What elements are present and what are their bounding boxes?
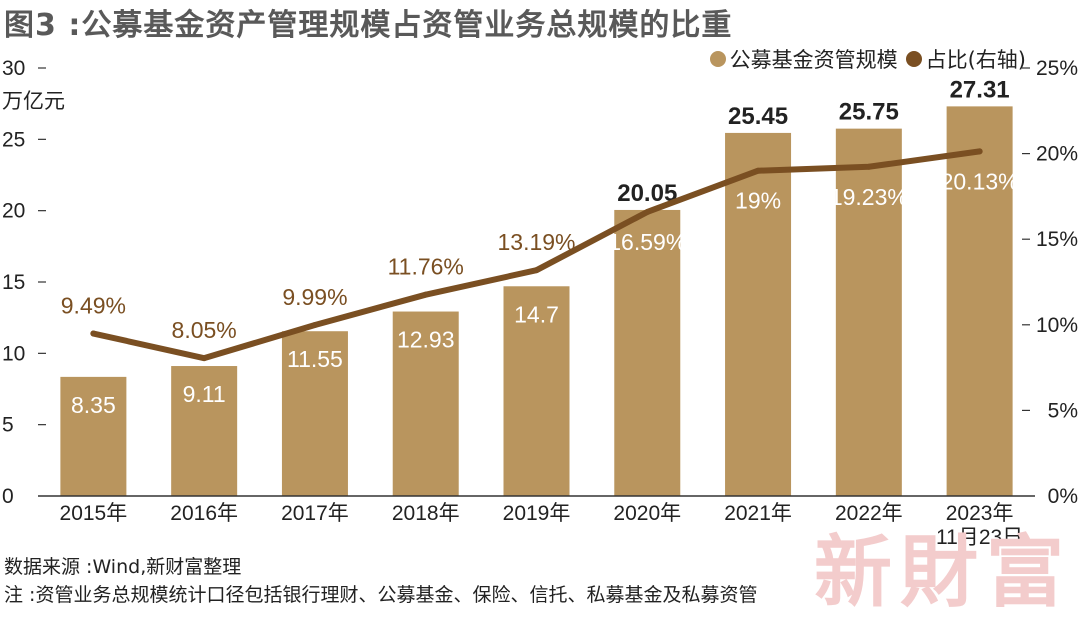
- x-tick-label: 2020年: [613, 502, 681, 525]
- bar: [614, 209, 681, 496]
- x-tick-label: 2016年: [170, 502, 238, 525]
- line-point: [976, 148, 983, 155]
- x-tick-label: 2023年: [946, 502, 1014, 525]
- line-point: [533, 267, 540, 274]
- y2-tick-label: 10%: [1036, 314, 1078, 337]
- footnote: 注 :资管业务总规模统计口径包括银行理财、公募基金、保险、信托、私募基金及私募资…: [4, 584, 758, 606]
- line-value-label: 16.59%: [608, 229, 686, 255]
- line-point: [644, 208, 651, 215]
- line-value-label: 20.13%: [941, 168, 1019, 194]
- bar-value-label: 25.75: [839, 99, 899, 126]
- legend: 公募基金资管规模 占比(右轴): [702, 44, 1026, 74]
- watermark-logo: 新財富: [813, 527, 1072, 618]
- bar: [725, 132, 792, 496]
- line-value-label: 11.76%: [388, 254, 464, 280]
- line-point: [311, 321, 318, 328]
- line-value-label: 13.19%: [497, 229, 575, 255]
- legend-item-bar: 公募基金资管规模: [709, 44, 898, 74]
- x-tick-label: 2021年: [724, 502, 792, 525]
- bar-value-label: 8.35: [71, 392, 116, 418]
- y-tick-label: 0: [2, 485, 14, 508]
- y2-tick-label: 15%: [1036, 228, 1078, 251]
- y-tick-label: 15: [2, 271, 25, 294]
- line-value-label: 9.49%: [61, 293, 126, 319]
- bar: [835, 128, 902, 496]
- y-tick-label: 25: [2, 128, 25, 151]
- y-axis-title: 万亿元: [2, 90, 65, 113]
- bar: [60, 376, 127, 496]
- y2-tick-label: 20%: [1036, 143, 1078, 166]
- y2-tick-label: 0%: [1048, 485, 1078, 508]
- y2-tick-label: 25%: [1036, 57, 1078, 80]
- bar: [171, 366, 238, 496]
- bar: [392, 311, 459, 496]
- line-value-label: 19.23%: [830, 184, 908, 210]
- x-tick-label: 2015年: [60, 502, 128, 525]
- chart-title: 图3 :公募基金资产管理规模占资管业务总规模的比重: [4, 8, 733, 43]
- bar-value-label: 9.11: [183, 381, 226, 407]
- legend-line-swatch: [905, 51, 922, 67]
- x-tick-label: 2017年: [281, 502, 349, 525]
- y-tick-label: 10: [2, 342, 25, 365]
- x-tick-label: 2019年: [503, 502, 571, 525]
- y-tick-label: 20: [2, 200, 25, 223]
- x-tick-label: 2018年: [392, 502, 460, 525]
- y2-tick-label: 5%: [1048, 399, 1078, 422]
- chart-canvas: 0 5 10 15 20 25 30 万亿元 0% 5% 10% 15% 20% 25% 2015年 2016…: [2, 57, 1078, 549]
- line-point: [755, 167, 762, 174]
- bar: [946, 106, 1013, 497]
- bar-value-label: 11.55: [287, 346, 343, 372]
- bar-value-label: 27.31: [950, 76, 1010, 103]
- legend-bar-label: 公募基金资管规模: [729, 48, 898, 72]
- line-point: [865, 163, 872, 170]
- x-tick-sublabel: 11月23日: [936, 526, 1023, 549]
- legend-item-line: 占比(右轴): [905, 44, 1026, 74]
- x-tick-label: 2022年: [835, 502, 903, 525]
- y-tick-label: 5: [2, 414, 14, 437]
- bar-value-label: 12.93: [397, 327, 455, 353]
- line-value-label: 8.05%: [172, 317, 237, 343]
- line-point: [422, 291, 429, 298]
- line-point: [201, 355, 208, 362]
- line-value-label: 9.99%: [282, 284, 347, 310]
- line-point: [90, 330, 97, 337]
- y-tick-label: 30: [2, 57, 25, 80]
- legend-line-label: 占比(右轴): [925, 48, 1026, 72]
- bar-value-label: 25.45: [728, 103, 788, 130]
- bar-value-label: 14.7: [514, 301, 559, 327]
- bar: [281, 331, 348, 496]
- source-note: 数据来源 :Wind,新财富整理: [4, 556, 242, 578]
- legend-bar-swatch: [709, 51, 726, 67]
- line-value-label: 19%: [735, 188, 781, 214]
- bar: [503, 286, 570, 496]
